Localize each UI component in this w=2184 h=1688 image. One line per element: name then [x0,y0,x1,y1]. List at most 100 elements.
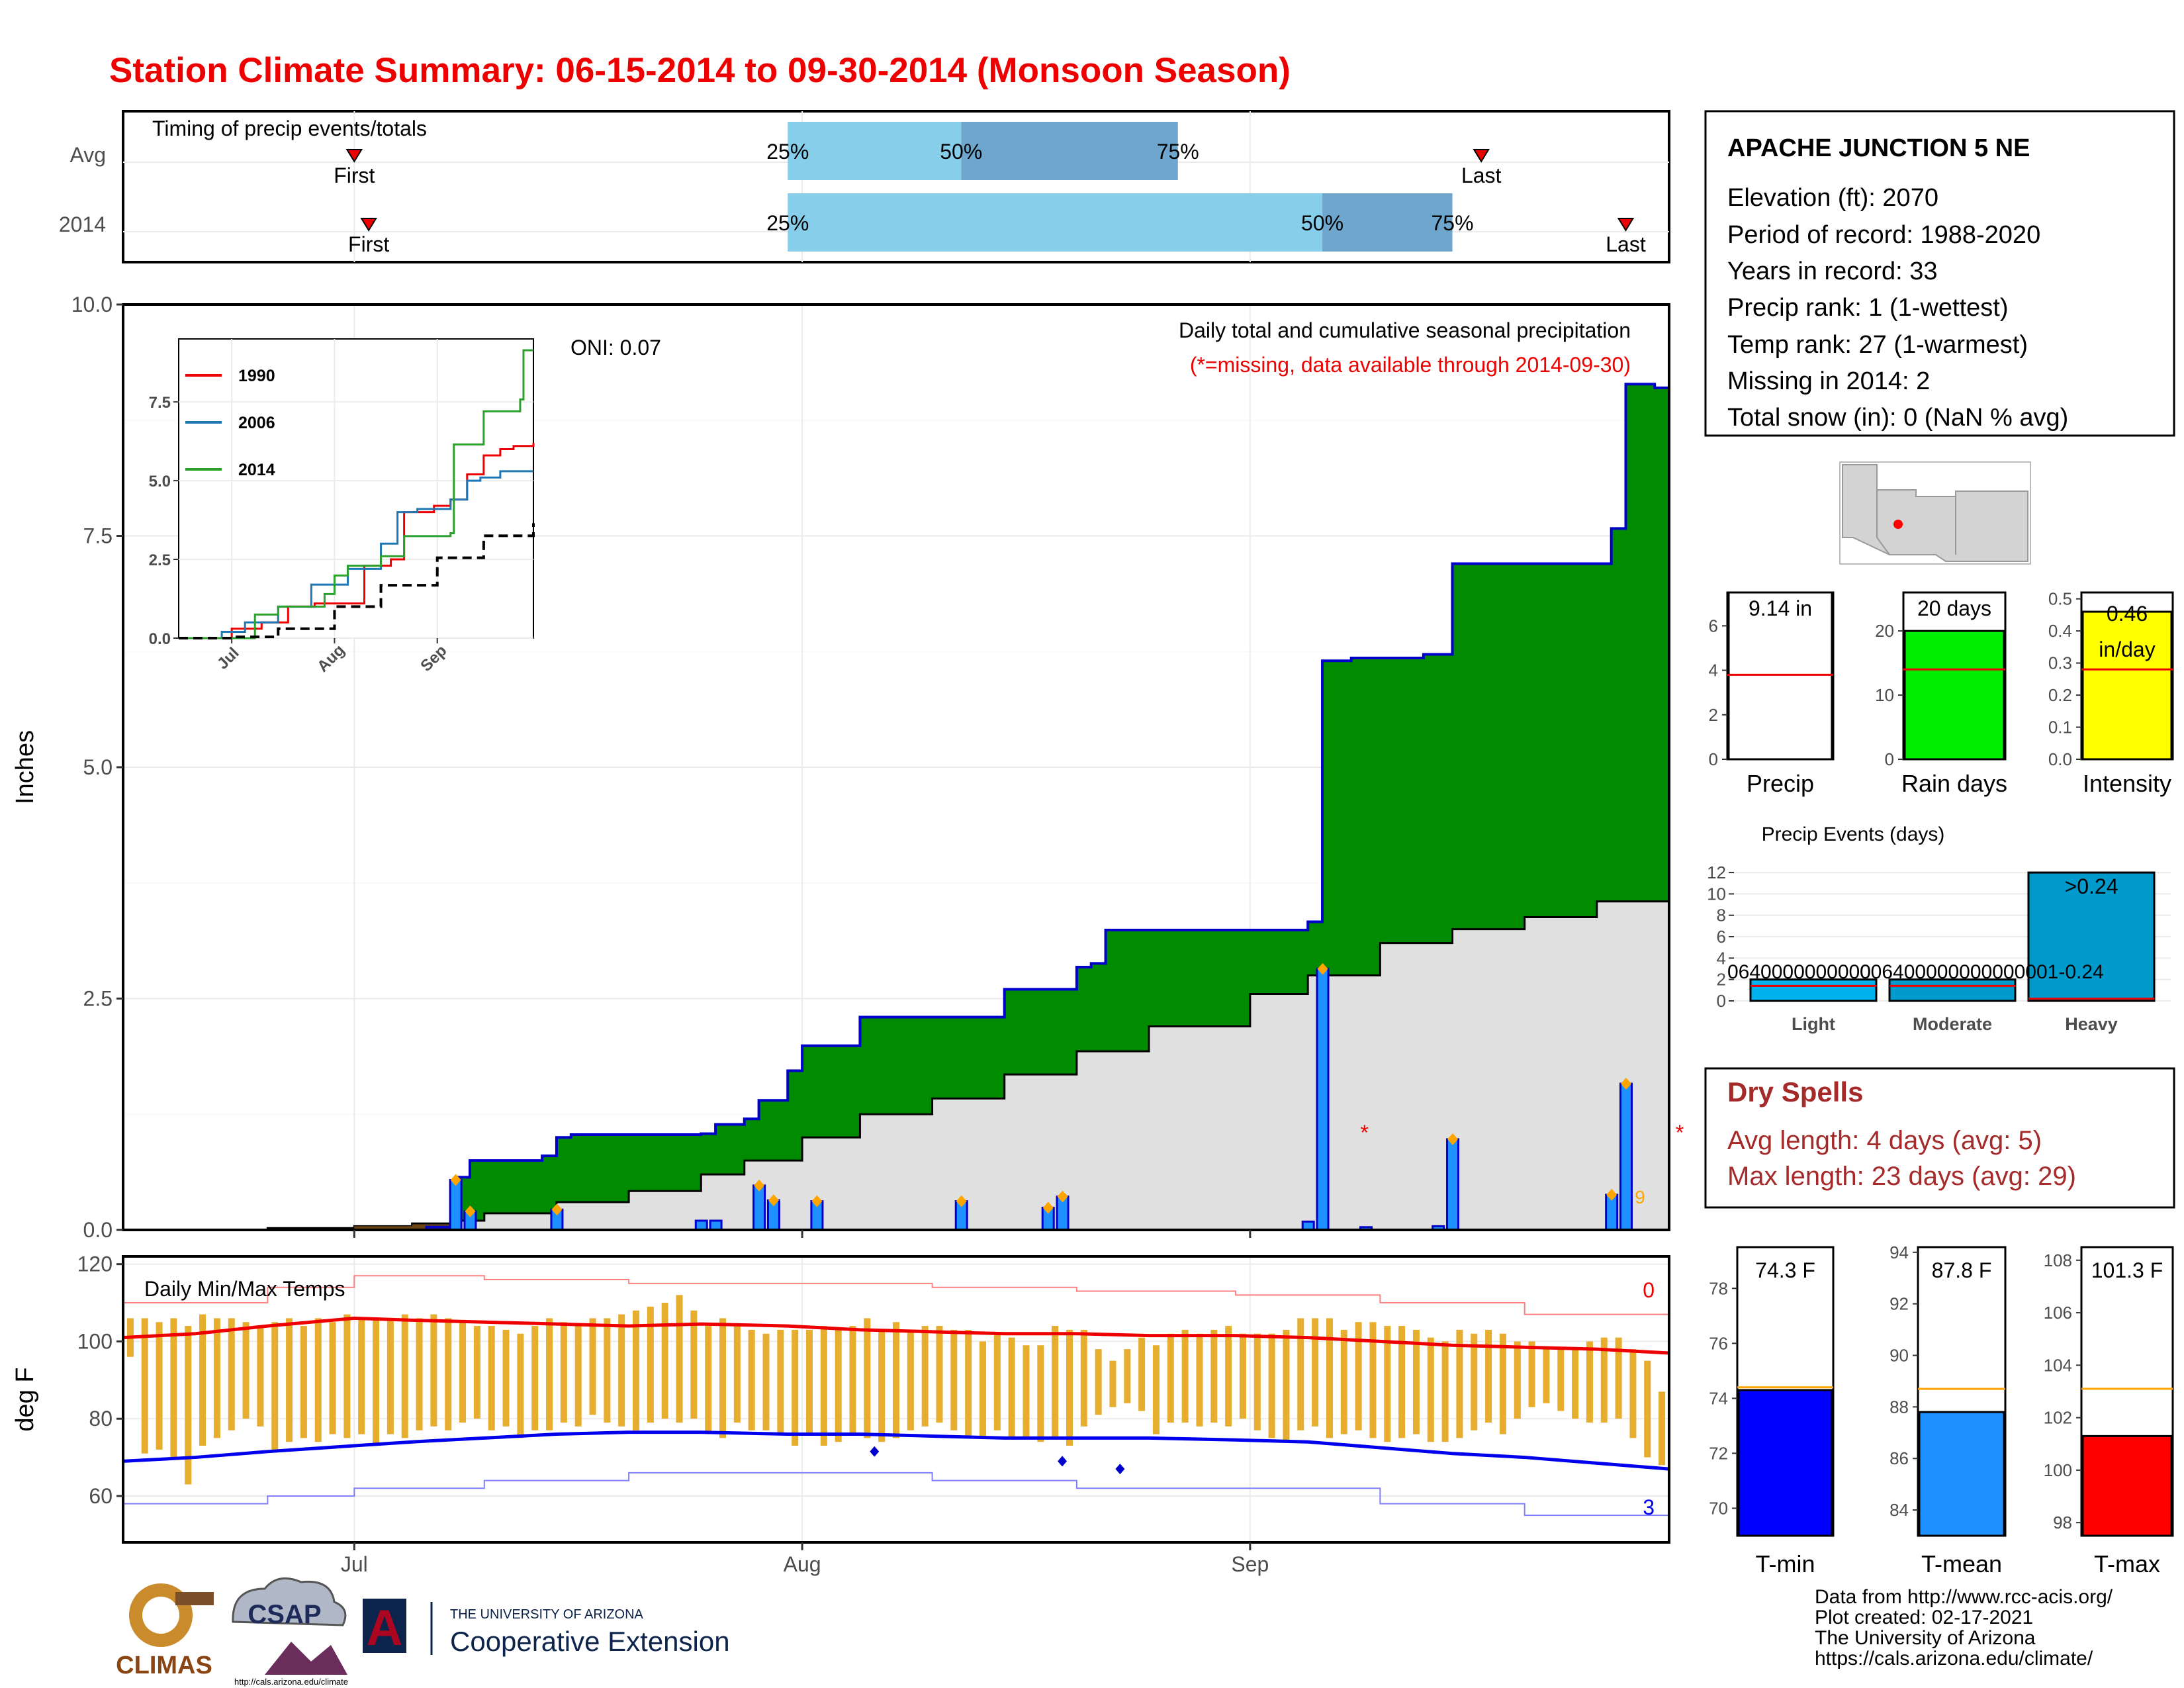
daily-temp-range-bar [878,1329,886,1442]
daily-temp-range-bar [835,1329,842,1442]
daily-temp-range-bar [676,1295,683,1423]
bar-y-tick-label: 98 [2053,1513,2072,1532]
daily-temp-range-bar [589,1318,596,1415]
temp-y-tick-label: 120 [77,1252,113,1276]
timing-quartile-bar-25-50 [788,193,1323,252]
daily-precip-marker [450,1174,461,1186]
ua-extension-text: Cooperative Extension [450,1626,730,1657]
bar-y-tick-label: 0.5 [2048,589,2072,609]
precip-y-tick-label: 2.5 [83,987,113,1011]
daily-temp-range-bar [1384,1326,1391,1442]
timing-label-75: 75% [1157,140,1199,164]
daily-temp-range-bar [343,1314,351,1438]
inset-line-avg [179,523,535,639]
month-tick-label: Sep [1231,1552,1269,1576]
month-tick-label: Jul [341,1552,368,1576]
dry-spells-title: Dry Spells [1727,1076,1863,1107]
credit-url: https://cals.arizona.edu/climate/ [1815,1648,2093,1669]
station-elevation: Elevation (ft): 2070 [1727,184,1938,212]
bar-y-tick-label: 90 [1889,1346,1909,1366]
daily-temp-range-bar [1312,1318,1319,1427]
bar-y-tick-label: 6 [1709,616,1718,635]
inset-y-tick-label: 0.0 [149,630,171,648]
footer-logos: CLIMAS CSAP http://cals.arizona.edu/clim… [116,1577,730,1687]
bar-y-tick-label: 0.2 [2048,685,2072,705]
bar-y-tick-label: 0.4 [2048,621,2072,641]
daily-temp-range-bar [531,1326,539,1430]
daily-temp-range-bar [1528,1341,1535,1407]
precip-missing-note: (*=missing, data available through 2014-… [1190,353,1631,377]
temp-panel: 60 80 100 120 deg F Daily Min/Max Temps 0 3… [11,1230,1670,1576]
daily-precip-marker [1447,1133,1459,1145]
daily-temp-range-bar [170,1318,177,1458]
temp-corner-bottom: 3 [1643,1495,1655,1519]
daily-temp-range-bar [1066,1329,1073,1446]
climas-wordmark: CLIMAS [116,1652,212,1679]
daily-temp-range-bar [1326,1318,1333,1438]
temp-gridlines [123,1256,1669,1542]
daily-precip-marker [1317,962,1328,975]
events-y-tick-label: 10 [1707,884,1726,904]
station-snow: Total snow (in): 0 (NaN % avg) [1727,404,2068,432]
daily-temp-range-bar [1499,1333,1506,1434]
precip-ylabel: Inches [11,730,39,804]
events-y-tick-label: 2 [1717,970,1726,990]
daily-temp-range-bar [950,1329,958,1430]
bar-value-label-tmean_bar: 87.8 F [1932,1258,1992,1282]
station-years: Years in record: 33 [1727,258,1938,285]
bar-y-tick-label: 106 [2044,1303,2072,1323]
ua-cooperative-extension-logo: A THE UNIVERSITY OF ARIZONA Cooperative … [363,1599,730,1657]
inset-legend-label: 1990 [238,367,275,385]
events-overlay-label-light: 0640000000000 [1727,961,1871,983]
events-category-label: Light [1792,1014,1835,1034]
daily-temp-range-bar [1355,1322,1362,1430]
precip-y-axis: 0.0 2.5 5.0 7.5 10.0 [71,293,123,1242]
oni-label: ONI: 0.07 [570,336,661,359]
daily-temp-range-bar [1427,1337,1434,1442]
daily-temp-range-bar [1283,1329,1290,1442]
climas-logo: CLIMAS [116,1583,214,1679]
daily-temp-range-bar [141,1318,148,1454]
daily-precip-marker [1042,1201,1054,1214]
bar-category-label-tmax_bar: T-max [2094,1550,2160,1577]
temp-corner-top: 0 [1643,1278,1655,1302]
ua-emblem-letter: A [367,1600,403,1656]
inset-y-tick-label: 7.5 [149,394,171,412]
inset-y-tick-label: 5.0 [149,473,171,491]
bar-y-tick-label: 70 [1709,1498,1728,1518]
inset-line-2014 [179,349,533,639]
daily-temp-range-bar [416,1318,423,1430]
events-bar-heavy [2027,871,2156,1002]
bar-value-label-precip_bar: 9.14 in [1749,596,1812,620]
daily-temp-range-bar [849,1326,856,1434]
bar-value-tmin_bar [1737,1389,1833,1537]
bar-y-tick-label: 76 [1709,1333,1728,1353]
daily-temp-range-bar [1572,1349,1579,1419]
daily-temp-range-bar [1210,1329,1218,1423]
daily-precip-marker [551,1203,563,1216]
bar-y-tick-label: 4 [1709,661,1718,680]
bar-y-tick-label: 10 [1875,685,1894,705]
daily-precip-marker [956,1195,967,1207]
events-y-tick-label: 6 [1717,927,1726,947]
credit-university: The University of Arizona [1815,1627,2036,1649]
timing-label-last: Last [1606,232,1646,256]
daily-precip-marker [768,1194,779,1207]
temp-title: Daily Min/Max Temps [144,1277,345,1301]
precip-y-tick-label: 0.0 [83,1218,113,1242]
daily-temp-range-bar [1369,1322,1377,1438]
bar-y-tick-label: 0 [1885,749,1894,769]
climas-emblem-inner [142,1597,179,1634]
cumulative-average-area [123,892,1669,1230]
timing-label-first: First [348,232,389,256]
record-high-line [123,1275,1670,1323]
events-title: Precip Events (days) [1762,823,1945,845]
daily-temp-range-bar [1629,1349,1637,1438]
early-season-band [123,1221,456,1230]
bar-value-label-intensity: 0.46 [2107,602,2148,626]
bar-y-tick-label: 104 [2044,1355,2072,1375]
bar-y-tick-label: 72 [1709,1443,1728,1463]
daily-temp-range-bar [199,1314,206,1446]
bar-y-tick-label: 20 [1875,621,1894,641]
